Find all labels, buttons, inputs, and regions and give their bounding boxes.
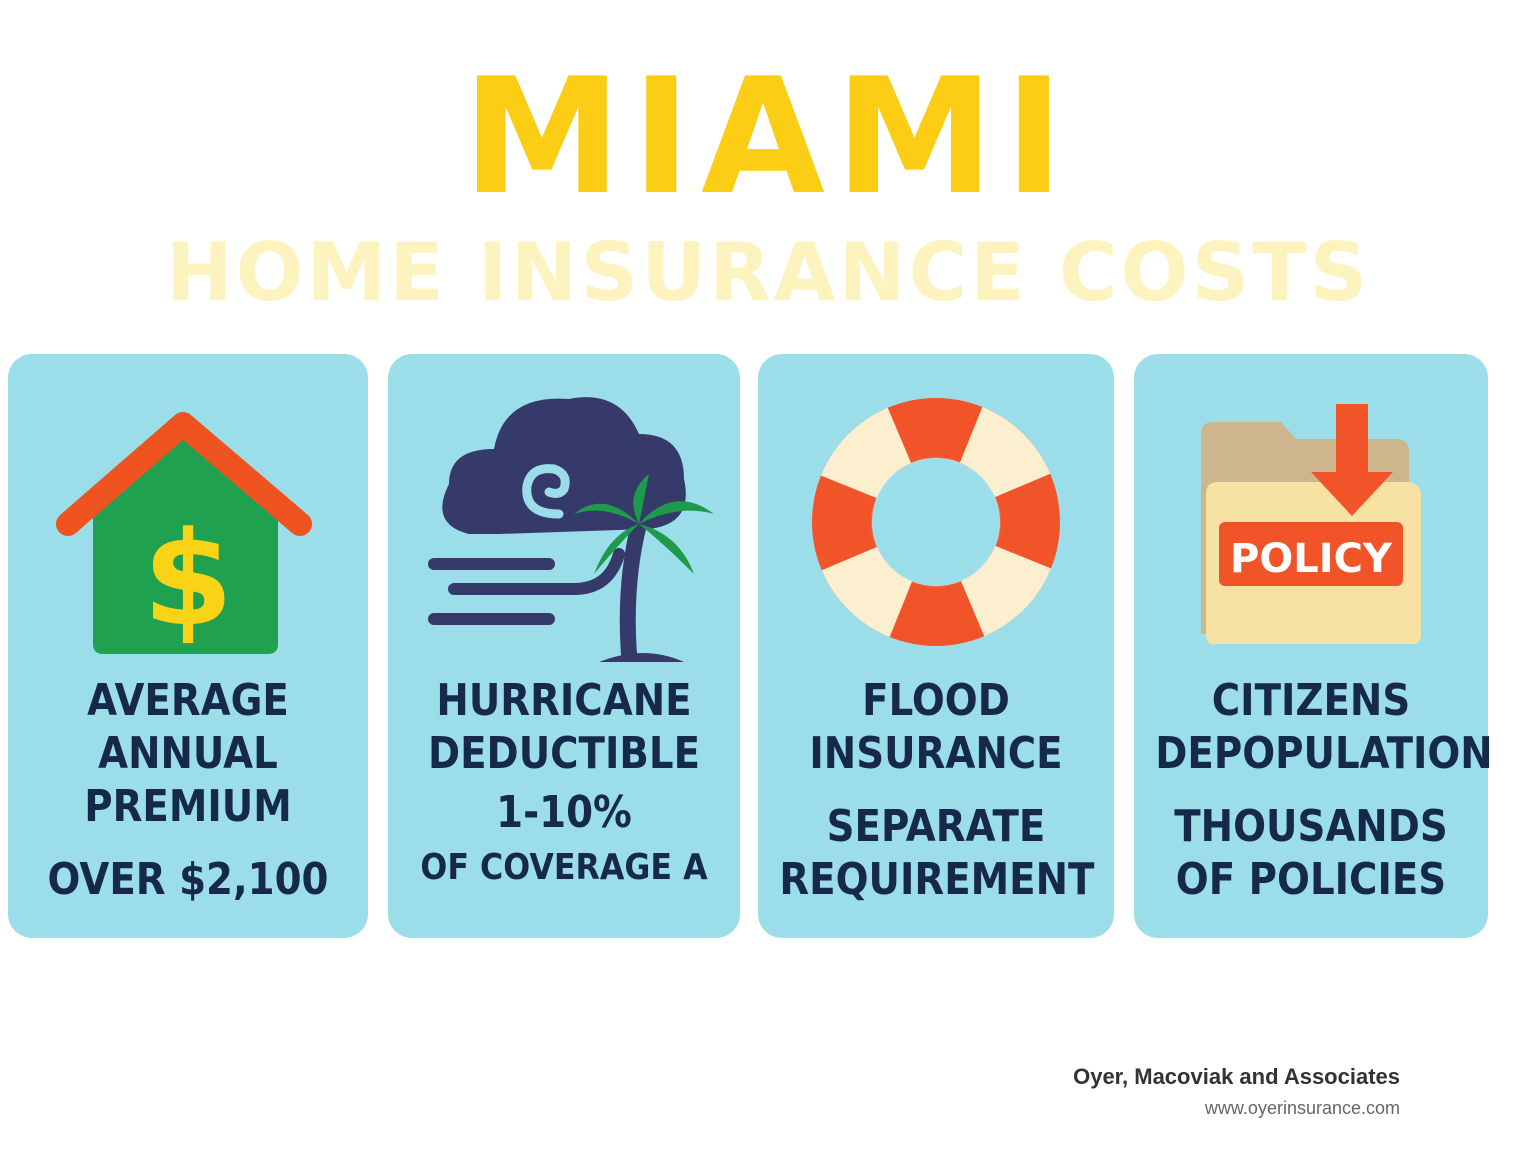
card-label-line: DEDUCTIBLE <box>427 728 701 779</box>
card-label-line: PREMIUM <box>84 781 292 832</box>
card-label-line: FLOOD <box>862 675 1010 726</box>
policy-folder-icon: POLICY <box>1134 374 1488 664</box>
card-value-line: OVER $2,100 <box>47 854 329 905</box>
card-hurricane-deductible: HURRICANE DEDUCTIBLE 1-10% OF COVERAGE A <box>388 354 740 938</box>
card-value-line: OF COVERAGE A <box>420 847 708 888</box>
footer-url[interactable]: www.oyerinsurance.com <box>1204 1098 1400 1118</box>
card-citizens-depopulation: POLICY CITIZENS DEPOPULATION THOUSANDS O… <box>1134 354 1493 938</box>
life-ring-icon <box>758 374 1114 664</box>
card-value-line: 1-10% <box>496 787 632 838</box>
hurricane-palm-icon <box>388 374 740 664</box>
page-title: MIAMI <box>462 43 1074 230</box>
card-label-line: AVERAGE <box>87 675 289 726</box>
policy-label: POLICY <box>1230 536 1393 582</box>
footer-company: Oyer, Macoviak and Associates <box>1073 1064 1400 1089</box>
card-label-line: CITIZENS <box>1211 675 1411 726</box>
house-dollar-icon: $ <box>8 374 368 664</box>
card-label-line: ANNUAL <box>98 728 278 779</box>
card-value-line: THOUSANDS <box>1174 801 1448 852</box>
card-average-premium: $ AVERAGE ANNUAL PREMIUM OVER $2,100 <box>8 354 368 938</box>
card-label-line: INSURANCE <box>809 728 1063 779</box>
card-value-line: REQUIREMENT <box>779 854 1095 905</box>
card-value-line: SEPARATE <box>826 801 1046 852</box>
card-value-line: OF POLICIES <box>1175 854 1447 905</box>
svg-text:$: $ <box>143 503 233 654</box>
card-label-line: DEPOPULATION <box>1155 728 1493 779</box>
card-label-line: HURRICANE <box>436 675 692 726</box>
card-flood-insurance: FLOOD INSURANCE SEPARATE REQUIREMENT <box>758 354 1114 938</box>
page-subtitle: HOME INSURANCE COSTS <box>165 226 1371 319</box>
